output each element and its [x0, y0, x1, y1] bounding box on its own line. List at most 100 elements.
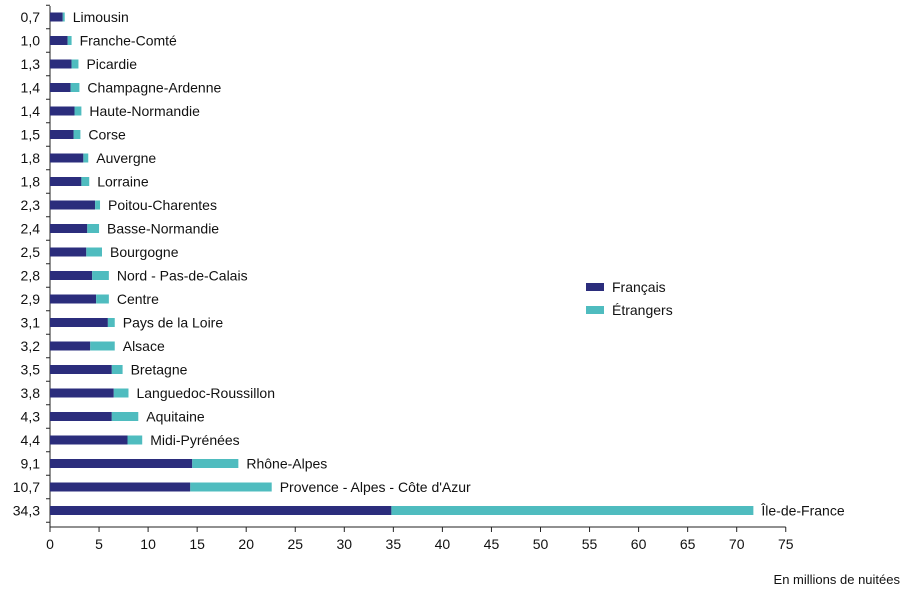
- x-tick-label: 60: [631, 536, 647, 552]
- bar-etrangers: [70, 83, 80, 92]
- bar-etrangers: [127, 435, 143, 445]
- region-label: Bourgogne: [110, 244, 179, 260]
- bar-etrangers: [87, 224, 100, 233]
- bar-francais: [50, 106, 75, 116]
- bar-francais: [50, 200, 96, 210]
- bar-etrangers: [90, 341, 115, 351]
- region-label: Poitou-Charentes: [108, 197, 217, 213]
- region-label: Midi-Pyrénées: [150, 432, 239, 448]
- region-label: Basse-Normandie: [107, 221, 219, 237]
- legend-swatch-etrangers: [586, 306, 604, 314]
- bar-etrangers: [73, 130, 81, 139]
- share-label: 3,1: [21, 315, 41, 331]
- share-label: 4,3: [21, 409, 41, 425]
- bar-etrangers: [83, 153, 89, 163]
- share-label: 1,5: [21, 127, 41, 143]
- region-label: Alsace: [123, 338, 165, 354]
- bar-francais: [50, 506, 392, 515]
- share-label: 1,3: [21, 56, 41, 72]
- share-label: 2,8: [21, 268, 41, 284]
- share-label: 10,7: [13, 479, 40, 495]
- share-label: 0,7: [21, 9, 41, 25]
- bar-etrangers: [111, 365, 123, 374]
- bar-francais: [50, 482, 191, 492]
- share-label: 3,2: [21, 338, 41, 354]
- x-tick-label: 50: [533, 536, 549, 552]
- x-tick-label: 30: [337, 536, 353, 552]
- x-tick-label: 35: [386, 536, 402, 552]
- x-tick-label: 10: [140, 536, 156, 552]
- bar-francais: [50, 224, 88, 233]
- bar-francais: [50, 341, 91, 351]
- bar-francais: [50, 294, 97, 304]
- region-label: Limousin: [73, 9, 129, 25]
- bar-francais: [50, 83, 71, 92]
- share-label: 1,8: [21, 150, 41, 166]
- x-tick-label: 65: [680, 536, 696, 552]
- bar-etrangers: [81, 177, 90, 186]
- region-label: Champagne-Ardenne: [87, 80, 221, 96]
- bar-etrangers: [96, 294, 109, 304]
- bar-etrangers: [67, 36, 72, 45]
- legend-swatch-francais: [586, 283, 604, 291]
- bar-etrangers: [111, 412, 139, 421]
- bar-etrangers: [95, 200, 101, 210]
- share-label: 1,0: [21, 33, 41, 49]
- bar-etrangers: [74, 106, 82, 116]
- bar-francais: [50, 36, 68, 45]
- region-label: Picardie: [86, 56, 137, 72]
- x-tick-label: 25: [287, 536, 303, 552]
- share-label: 9,1: [21, 456, 41, 472]
- bar-etrangers: [71, 59, 79, 69]
- bar-etrangers: [190, 482, 272, 492]
- region-label: Haute-Normandie: [89, 103, 200, 119]
- share-label: 2,5: [21, 244, 41, 260]
- bar-francais: [50, 388, 114, 398]
- share-label: 4,4: [21, 432, 41, 448]
- share-label: 34,3: [13, 503, 40, 519]
- bar-francais: [50, 412, 112, 421]
- x-tick-label: 20: [238, 536, 254, 552]
- region-label: Aquitaine: [146, 409, 205, 425]
- region-label: Auvergne: [96, 150, 156, 166]
- region-label: Bretagne: [131, 362, 188, 378]
- legend-label-francais: Français: [612, 279, 666, 295]
- share-label: 1,4: [21, 80, 41, 96]
- region-label: Pays de la Loire: [123, 315, 224, 331]
- legend-label-etrangers: Étrangers: [612, 302, 673, 318]
- bar-francais: [50, 59, 72, 69]
- region-label: Languedoc-Roussillon: [136, 385, 275, 401]
- bar-francais: [50, 130, 74, 139]
- bar-francais: [50, 318, 108, 327]
- share-label: 1,4: [21, 103, 41, 119]
- x-tick-label: 45: [484, 536, 500, 552]
- bar-etrangers: [92, 271, 109, 280]
- bar-etrangers: [391, 506, 754, 515]
- bar-francais: [50, 435, 128, 445]
- x-tick-label: 55: [582, 536, 598, 552]
- share-label: 2,3: [21, 197, 41, 213]
- x-tick-label: 70: [729, 536, 745, 552]
- share-label: 1,8: [21, 174, 41, 190]
- x-tick-label: 0: [46, 536, 54, 552]
- region-label: Lorraine: [97, 174, 149, 190]
- bar-francais: [50, 12, 63, 22]
- bar-etrangers: [113, 388, 129, 398]
- x-tick-label: 5: [95, 536, 103, 552]
- region-label: Provence - Alpes - Côte d'Azur: [280, 479, 471, 495]
- x-tick-label: 15: [189, 536, 205, 552]
- bar-etrangers: [62, 12, 65, 22]
- region-label: Centre: [117, 291, 159, 307]
- share-label: 3,8: [21, 385, 41, 401]
- bar-francais: [50, 247, 87, 257]
- share-label: 3,5: [21, 362, 41, 378]
- bar-etrangers: [192, 459, 239, 468]
- share-label: 2,4: [21, 221, 41, 237]
- bar-francais: [50, 177, 82, 186]
- share-label: 2,9: [21, 291, 41, 307]
- unit-label: En millions de nuitées: [774, 572, 901, 587]
- bar-francais: [50, 153, 84, 163]
- region-label: Corse: [88, 127, 126, 143]
- bar-etrangers: [107, 318, 115, 327]
